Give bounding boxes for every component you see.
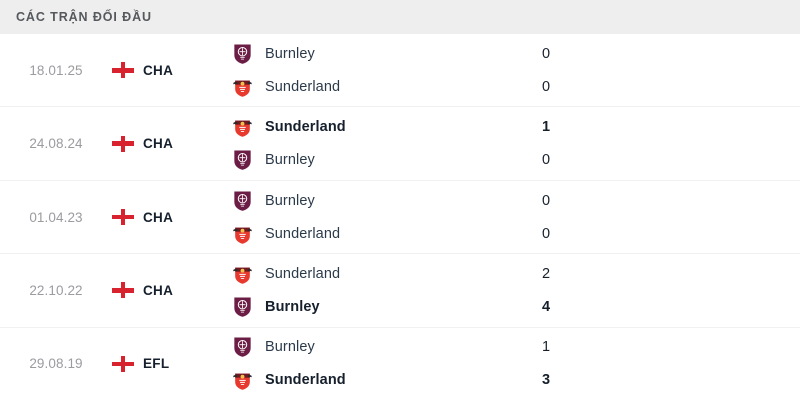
- england-flag-icon: [112, 355, 134, 372]
- competition-cell[interactable]: CHA: [112, 209, 208, 226]
- teams-cell: Sunderland Burnley: [208, 116, 494, 172]
- competition-cell[interactable]: EFL: [112, 355, 208, 372]
- team-line-away[interactable]: Burnley: [232, 296, 494, 318]
- match-row[interactable]: 18.01.25 CHA Burnley Sunderland 0 0: [0, 34, 800, 108]
- score-away: 4: [542, 298, 551, 315]
- team-line-away[interactable]: Sunderland: [232, 223, 494, 245]
- burnley-crest-icon: [232, 296, 253, 318]
- team-name-home: Burnley: [265, 339, 315, 356]
- team-name-away: Sunderland: [265, 225, 341, 242]
- match-date: 29.08.19: [29, 356, 83, 372]
- team-name-away: Sunderland: [265, 372, 346, 389]
- england-flag-icon: [112, 62, 134, 79]
- team-name-home: Burnley: [265, 192, 315, 209]
- match-list: 18.01.25 CHA Burnley Sunderland 0 0 24.08.24 CH…: [0, 34, 800, 400]
- team-line-home[interactable]: Sunderland: [232, 116, 494, 138]
- competition-code: CHA: [143, 62, 174, 78]
- burnley-crest-icon: [232, 189, 253, 212]
- competition-code: CHA: [143, 209, 174, 225]
- match-date: 01.04.23: [29, 209, 83, 225]
- team-line-home[interactable]: Burnley: [232, 43, 494, 65]
- teams-cell: Burnley Sunderland: [208, 43, 494, 98]
- team-line-away[interactable]: Sunderland: [232, 76, 494, 98]
- team-name-home: Sunderland: [265, 119, 346, 136]
- score-home: 0: [542, 192, 551, 209]
- team-name-home: Sunderland: [265, 265, 341, 282]
- score-home: 1: [542, 339, 551, 356]
- match-row[interactable]: 24.08.24 CHA Sunderland Burnley 1 0: [0, 107, 800, 181]
- england-flag-icon: [112, 282, 134, 299]
- burnley-crest-icon: [232, 336, 253, 359]
- sunderland-crest-icon: [232, 223, 253, 245]
- team-line-away[interactable]: Burnley: [232, 149, 494, 172]
- score-away: 0: [542, 78, 551, 95]
- score-home: 1: [542, 119, 551, 136]
- match-date: 22.10.22: [29, 282, 83, 298]
- team-line-home[interactable]: Burnley: [232, 189, 494, 212]
- competition-cell[interactable]: CHA: [112, 62, 208, 79]
- burnley-crest-icon: [232, 43, 253, 65]
- match-row[interactable]: 29.08.19 EFL Burnley Sunderland 1 3: [0, 327, 800, 400]
- teams-cell: Sunderland Burnley: [208, 263, 494, 318]
- match-row[interactable]: 01.04.23 CHA Burnley Sunderland 0 0: [0, 180, 800, 255]
- competition-cell[interactable]: CHA: [112, 282, 208, 299]
- score-away: 3: [542, 372, 551, 389]
- match-date: 18.01.25: [29, 62, 83, 78]
- team-line-home[interactable]: Burnley: [232, 336, 494, 359]
- score-home: 0: [542, 45, 551, 62]
- team-line-away[interactable]: Sunderland: [232, 369, 494, 391]
- england-flag-icon: [112, 135, 134, 152]
- sunderland-crest-icon: [232, 263, 253, 285]
- burnley-crest-icon: [232, 149, 253, 172]
- team-name-away: Burnley: [265, 152, 315, 169]
- page-title: CÁC TRẬN ĐỐI ĐẦU: [16, 10, 152, 24]
- team-line-home[interactable]: Sunderland: [232, 263, 494, 285]
- team-name-away: Sunderland: [265, 78, 341, 95]
- competition-cell[interactable]: CHA: [112, 135, 208, 152]
- score-home: 2: [542, 265, 551, 282]
- sunderland-crest-icon: [232, 116, 253, 138]
- sunderland-crest-icon: [232, 369, 253, 391]
- teams-cell: Burnley Sunderland: [208, 189, 494, 245]
- match-row[interactable]: 22.10.22 CHA Sunderland Burnley 2 4: [0, 254, 800, 328]
- england-flag-icon: [112, 209, 134, 226]
- panel-header: CÁC TRẬN ĐỐI ĐẦU: [0, 0, 800, 34]
- team-name-away: Burnley: [265, 298, 320, 315]
- competition-code: EFL: [143, 356, 170, 372]
- competition-code: CHA: [143, 136, 174, 152]
- competition-code: CHA: [143, 282, 174, 298]
- sunderland-crest-icon: [232, 76, 253, 98]
- match-date: 24.08.24: [29, 136, 83, 152]
- score-away: 0: [542, 152, 551, 169]
- score-away: 0: [542, 225, 551, 242]
- teams-cell: Burnley Sunderland: [208, 336, 494, 391]
- team-name-home: Burnley: [265, 45, 315, 62]
